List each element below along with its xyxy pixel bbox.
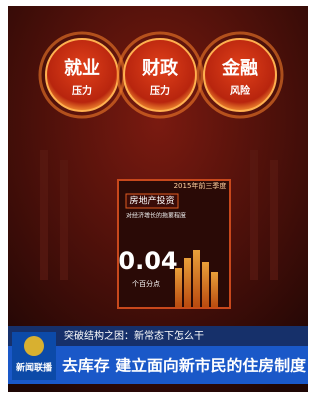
orb-title: 金融 [221,57,258,79]
news-topic: 突破结构之困：新常态下怎么干 [64,329,204,342]
panel-period: 2015年前三季度 [174,181,227,190]
screen: 就业压力财政压力金融风险 房地产投资 对经济增长的拖累程度 2015年前三季度 … [0,0,314,398]
panel-unit: 个百分点 [132,279,160,288]
panel-caption: 对经济增长的拖累程度 [126,212,186,220]
logo-globe [24,336,44,356]
orb-sub: 风险 [230,84,251,97]
page: 就业压力财政压力金融风险 房地产投资 对经济增长的拖累程度 2015年前三季度 … [0,0,314,398]
orb-title: 就业 [64,57,100,79]
panel-figure: 0.04 [118,247,177,275]
logo-text: 新闻联播 [16,362,53,374]
orb-sub: 压力 [72,84,92,97]
orb-title: 财政 [142,57,179,79]
panel-heading: 房地产投资 [129,195,174,207]
orb-sub: 压力 [150,84,170,97]
news-headline: 去库存 建立面向新市民的住房制度 [62,357,307,375]
